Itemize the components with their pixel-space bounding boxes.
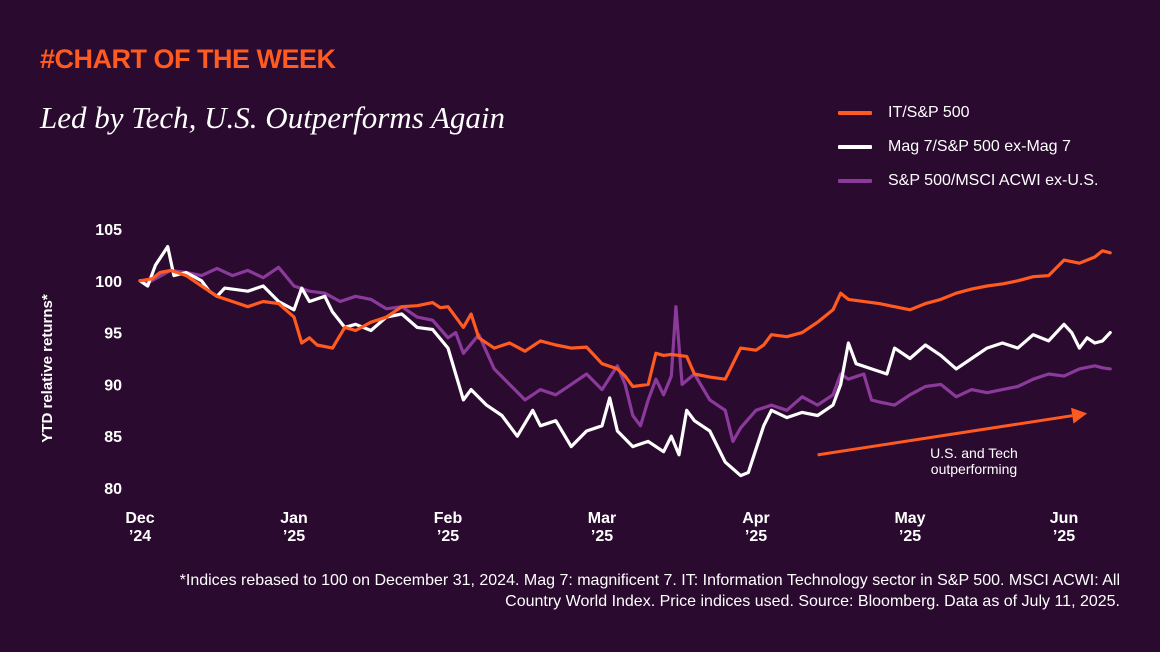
annotation-text: outperforming [931,461,1017,477]
footnote: *Indices rebased to 100 on December 31, … [179,572,1120,610]
annotation-arrow-head [1071,407,1088,424]
x-tick-month: Apr [742,510,770,527]
legend-label-sp500-acwi: S&P 500/MSCI ACWI ex-U.S. [888,172,1099,189]
annotation-arrow-shaft [817,414,1073,457]
legend-item-it: IT/S&P 500 [838,96,1098,130]
x-tick-year: ’25 [437,528,459,545]
legend-label-it: IT/S&P 500 [888,104,970,121]
x-tick-month: Dec [125,510,154,527]
x-tick-month: Jun [1050,510,1078,527]
legend-item-mag7: Mag 7/S&P 500 ex-Mag 7 [838,130,1098,164]
legend-label-mag7: Mag 7/S&P 500 ex-Mag 7 [888,138,1071,155]
y-tick-label: 90 [104,377,122,394]
x-tick-month: Mar [588,510,616,527]
x-tick-month: May [894,510,925,527]
legend-item-sp500-acwi: S&P 500/MSCI ACWI ex-U.S. [838,164,1098,198]
chart-title: Led by Tech, U.S. Outperforms Again [40,100,505,135]
series-line-mag7 [138,245,1112,478]
x-tick-year: ’25 [591,528,613,545]
x-tick-year: ’25 [283,528,305,545]
y-tick-label: 80 [104,481,122,498]
x-tick-month: Feb [434,510,463,527]
legend: IT/S&P 500 Mag 7/S&P 500 ex-Mag 7 S&P 50… [838,96,1098,198]
x-tick-year: ’25 [899,528,921,545]
legend-swatch-sp500-acwi [838,179,872,183]
x-tick-year: ’24 [129,528,151,545]
chart-of-the-week-tag: #CHART OF THE WEEK [40,44,336,74]
x-tick-month: Jan [280,510,308,527]
series-line-it [138,249,1112,389]
legend-swatch-it [838,111,872,115]
legend-swatch-mag7 [838,145,872,149]
y-tick-label: 85 [104,429,122,446]
y-tick-label: 100 [95,274,122,291]
y-axis-label: YTD relative returns* [39,294,56,443]
x-tick-year: ’25 [745,528,767,545]
series-line-sp500-acwi [138,265,1112,443]
y-tick-label: 95 [104,326,122,343]
y-tick-label: 105 [95,222,122,239]
x-tick-year: ’25 [1053,528,1075,545]
annotation-text: U.S. and Tech [930,445,1018,461]
